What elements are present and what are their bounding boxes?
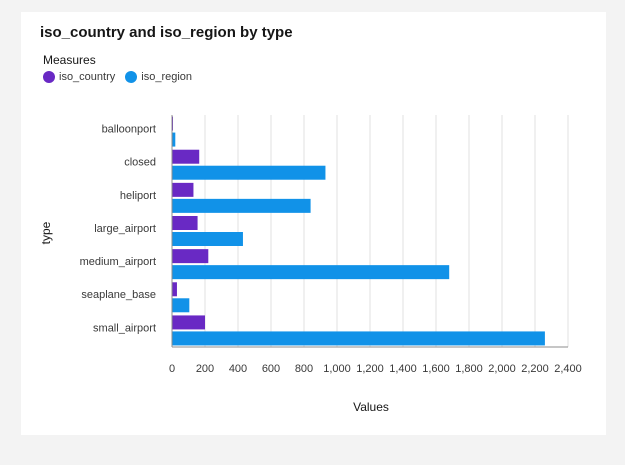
bar-iso-region	[172, 165, 326, 180]
y-axis-title: type	[39, 221, 53, 244]
x-tick-label: 1,800	[455, 363, 483, 375]
x-tick-label: 1,000	[323, 363, 351, 375]
x-tick-label: 800	[295, 363, 313, 375]
x-tick-label: 600	[262, 363, 280, 375]
legend-item-iso-country[interactable]: iso_country	[43, 71, 115, 83]
axes	[171, 115, 568, 348]
y-tick-label: seaplane_base	[81, 289, 156, 301]
bar-iso-country	[172, 182, 194, 197]
y-tick-label: heliport	[120, 190, 156, 202]
bar-iso-country	[172, 282, 177, 297]
labels: 0 200 400 600 800 1,000 1,200 1,400 1,600 1,800 2,…	[39, 123, 582, 414]
bar-iso-region	[172, 331, 545, 346]
legend-item-iso-region[interactable]: iso_region	[125, 71, 192, 83]
bar-iso-country	[172, 249, 209, 264]
bar-chart: 0 200 400 600 800 1,000 1,200 1,400 1,600 1,800 2,…	[39, 115, 582, 414]
legend-swatch-iso-country	[43, 71, 55, 83]
x-tick-label: 200	[196, 363, 214, 375]
bars	[172, 116, 545, 346]
x-tick-label: 1,200	[356, 363, 384, 375]
bar-iso-region	[172, 232, 243, 246]
bar-iso-region	[172, 265, 450, 280]
y-tick-label: closed	[124, 157, 156, 169]
x-tick-label: 0	[169, 363, 175, 375]
x-tick-label: 2,400	[554, 363, 582, 375]
x-axis-title: Values	[353, 400, 389, 414]
x-tick-label: 400	[229, 363, 247, 375]
y-tick-label: small_airport	[93, 322, 156, 334]
bar-iso-region	[172, 298, 190, 313]
legend: iso_country iso_region	[43, 71, 192, 83]
y-tick-label: balloonport	[102, 123, 156, 135]
legend-swatch-iso-region	[125, 71, 138, 83]
x-tick-label: 2,200	[521, 363, 549, 375]
x-tick-label: 2,000	[488, 363, 516, 375]
legend-label-iso-country: iso_country	[59, 71, 116, 83]
bar-iso-country	[172, 216, 198, 230]
legend-title: Measures	[43, 53, 96, 67]
grid	[204, 115, 569, 347]
x-tick-label: 1,600	[422, 363, 450, 375]
chart-title: iso_country and iso_region by type	[40, 24, 293, 41]
bar-iso-region	[172, 132, 176, 147]
bar-iso-country	[172, 149, 200, 164]
y-tick-label: medium_airport	[80, 256, 156, 268]
x-tick-label: 1,400	[389, 363, 417, 375]
legend-label-iso-region: iso_region	[141, 71, 193, 83]
chart-card: iso_country and iso_region by type Measu…	[21, 12, 606, 435]
bar-iso-region	[172, 198, 311, 213]
bar-iso-country	[172, 315, 205, 330]
y-tick-label: large_airport	[94, 223, 156, 235]
